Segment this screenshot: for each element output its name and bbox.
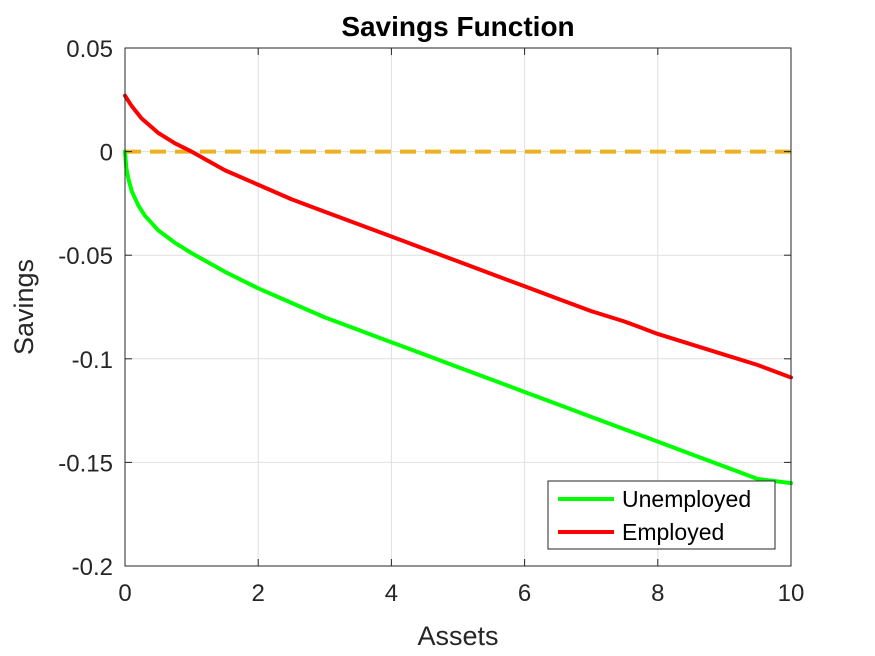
y-tick-label: -0.2 xyxy=(72,554,113,581)
series-line-unemployed xyxy=(123,149,793,486)
x-tick-label: 4 xyxy=(385,580,398,607)
series-line-employed xyxy=(123,93,793,380)
x-tick-label: 10 xyxy=(778,580,805,607)
x-tick-label: 0 xyxy=(118,580,131,607)
legend: Unemployed Employed xyxy=(547,480,776,550)
plot-area xyxy=(125,48,791,566)
x-tick-label: 8 xyxy=(651,580,664,607)
y-tick-label: -0.1 xyxy=(72,347,113,374)
y-axis-label: Savings xyxy=(9,259,39,355)
chart-title: Savings Function xyxy=(341,11,574,42)
legend-label-employed: Employed xyxy=(622,519,724,545)
y-tick-label: -0.05 xyxy=(58,243,113,270)
y-tick-label: 0.05 xyxy=(66,36,113,63)
series-lines xyxy=(123,93,793,486)
legend-label-unemployed: Unemployed xyxy=(622,486,751,512)
axis-ticks xyxy=(124,47,792,567)
y-tick-label: -0.15 xyxy=(58,450,113,477)
y-tick-label: 0 xyxy=(100,140,113,167)
x-axis-label: Assets xyxy=(417,621,498,651)
tick-labels: 0 2 4 6 8 10 0.05 0 -0.05 -0.1 -0.15 -0.2 xyxy=(58,36,804,607)
x-tick-label: 6 xyxy=(518,580,531,607)
x-tick-label: 2 xyxy=(252,580,265,607)
plot-frame xyxy=(124,47,792,567)
legend-box xyxy=(547,480,776,550)
